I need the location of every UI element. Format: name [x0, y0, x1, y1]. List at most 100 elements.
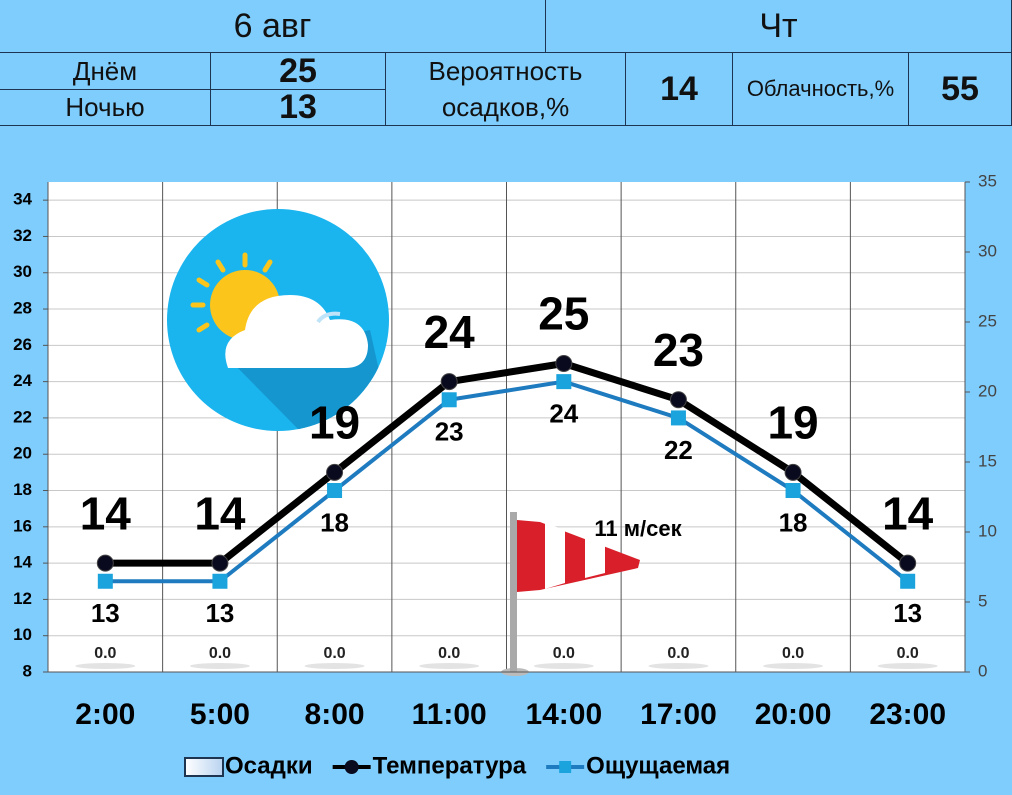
legend-marker — [344, 760, 359, 774]
data-label: 18 — [779, 507, 808, 537]
marker — [784, 463, 802, 481]
marker — [899, 554, 917, 572]
y2-tick-label: 5 — [978, 591, 987, 610]
legend-swatch — [184, 757, 224, 777]
y-tick-label: 18 — [13, 480, 32, 499]
marker — [555, 354, 573, 372]
marker — [785, 483, 801, 499]
data-label: 13 — [893, 598, 922, 628]
marker — [669, 391, 687, 409]
y-tick-label: 8 — [23, 661, 32, 680]
y-tick-label: 10 — [13, 625, 32, 644]
icon-cloud-line — [316, 311, 341, 324]
x-tick-label: 23:00 — [869, 698, 946, 731]
y2-tick-label: 10 — [978, 521, 997, 540]
bar-shadow — [533, 663, 594, 669]
data-label: 14 — [194, 487, 246, 539]
series-line — [105, 379, 909, 584]
data-label: 14 — [80, 487, 132, 539]
icon-cloud — [225, 295, 368, 368]
bar-label: 0.0 — [667, 645, 689, 662]
bar-shadow — [304, 663, 365, 669]
wind-annotation: 11 м/сек — [594, 516, 682, 541]
marker — [327, 483, 343, 499]
bar-label: 0.0 — [897, 645, 919, 662]
bar-shadow — [189, 663, 250, 669]
marker — [556, 374, 572, 390]
marker — [211, 554, 229, 572]
data-label: 19 — [767, 397, 818, 449]
y-tick-label: 22 — [13, 407, 32, 426]
y-tick-label: 16 — [13, 516, 32, 535]
icon-rays — [190, 252, 273, 333]
series-line — [105, 359, 910, 567]
day-label: Днём — [0, 53, 211, 90]
y-tick-label: 32 — [13, 226, 32, 245]
cloud-value: 55 — [909, 53, 1012, 126]
y2-tick-label: 15 — [978, 451, 997, 470]
x-tick-label: 17:00 — [640, 698, 717, 731]
y-tick-label: 34 — [13, 190, 32, 209]
date: 6 авг — [0, 0, 546, 53]
data-label: 13 — [91, 598, 120, 628]
cloud-label: Облачность,% — [733, 53, 909, 126]
data-label: 22 — [664, 435, 693, 465]
bar-label: 0.0 — [94, 645, 116, 662]
bar-shadow — [648, 663, 709, 669]
marker — [326, 463, 344, 481]
bar-shadow — [877, 663, 938, 669]
data-label: 25 — [538, 288, 589, 340]
marker — [97, 573, 113, 589]
y2-tick-label: 0 — [978, 661, 987, 680]
bar-label: 0.0 — [782, 645, 804, 662]
y2-tick-label: 20 — [978, 381, 997, 400]
bar-label: 0.0 — [323, 645, 345, 662]
data-label: 24 — [549, 399, 578, 429]
y-tick-label: 30 — [13, 262, 32, 281]
marker — [212, 573, 228, 589]
marker — [441, 392, 457, 408]
legend-label: Ощущаемая — [586, 752, 730, 779]
marker — [96, 554, 114, 572]
marker — [670, 410, 686, 426]
precip-value: 14 — [626, 53, 733, 126]
y-tick-label: 20 — [13, 444, 32, 463]
x-tick-label: 11:00 — [412, 698, 487, 731]
windsock: 11 м/сек — [501, 512, 683, 676]
y2-tick-label: 35 — [978, 171, 997, 190]
data-label: 23 — [435, 417, 464, 447]
precip-label: Вероятность осадков,% — [386, 53, 626, 126]
y2-tick-label: 25 — [978, 311, 997, 330]
data-label: 18 — [320, 507, 349, 537]
marker — [900, 573, 916, 589]
y2-tick-label: 30 — [978, 241, 997, 260]
legend-label: Осадки — [225, 752, 313, 779]
weather-icon — [167, 209, 389, 431]
weekday: Чт — [546, 0, 1012, 53]
y-tick-label: 28 — [13, 299, 32, 318]
legend-marker — [559, 761, 572, 773]
night-label: Ночью — [0, 90, 211, 126]
bar-label: 0.0 — [209, 645, 231, 662]
night-value: 13 — [211, 88, 386, 126]
y-tick-label: 14 — [13, 553, 32, 572]
x-tick-label: 2:00 — [75, 698, 135, 731]
x-tick-label: 20:00 — [755, 698, 832, 731]
marker — [440, 373, 458, 391]
windsock-pole — [510, 512, 517, 672]
y-tick-label: 12 — [13, 589, 32, 608]
x-tick-label: 8:00 — [305, 698, 365, 731]
x-tick-label: 14:00 — [525, 698, 602, 731]
x-tick-label: 5:00 — [190, 698, 250, 731]
bar-shadow — [75, 663, 136, 669]
data-label: 19 — [309, 397, 360, 449]
day-value: 25 — [211, 52, 386, 90]
data-label: 23 — [653, 324, 704, 376]
bar-shadow — [419, 663, 480, 669]
legend-label: Температура — [373, 752, 527, 779]
bar-shadow — [763, 663, 824, 669]
data-label: 13 — [205, 598, 234, 628]
bar-label: 0.0 — [553, 645, 575, 662]
